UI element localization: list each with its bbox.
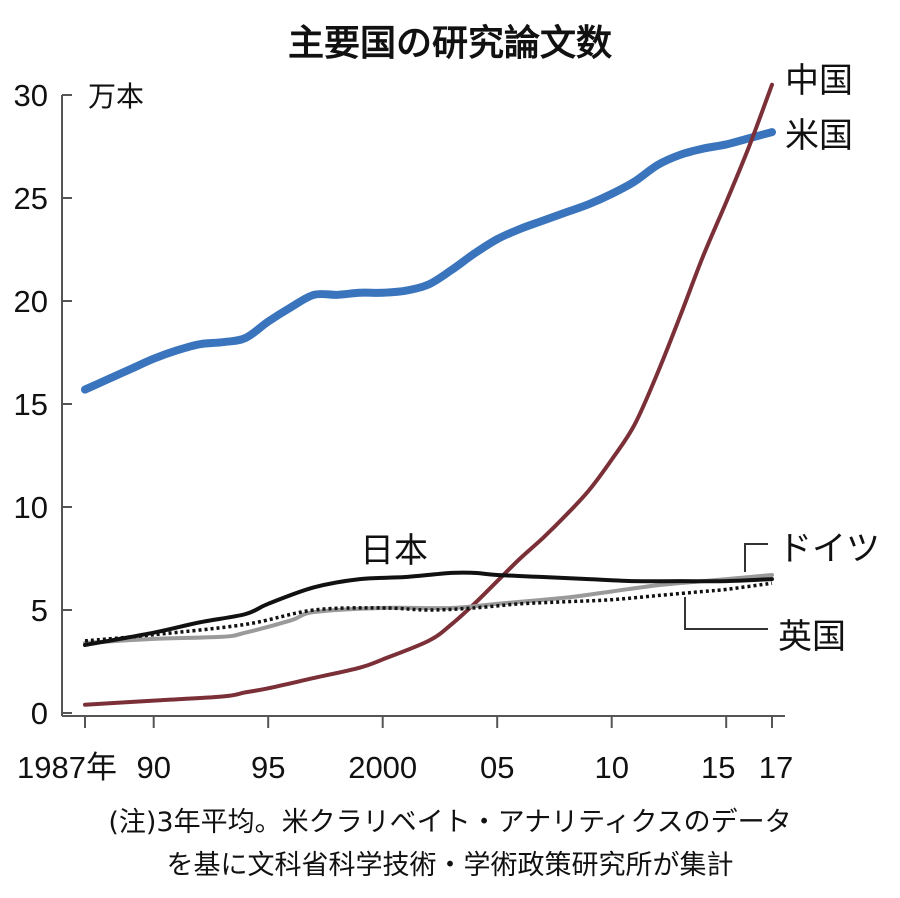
chart-title: 主要国の研究論文数 <box>287 23 612 64</box>
y-tick-label: 25 <box>14 181 48 216</box>
leader-line-uk <box>684 597 768 630</box>
footnote-line-2: を基に文科省科学技術・学術政策研究所が集計 <box>166 850 734 881</box>
y-tick-label: 20 <box>14 284 48 319</box>
x-tick-label: 10 <box>594 750 628 785</box>
x-tick-label: 05 <box>480 750 514 785</box>
series-label-ドイツ: ドイツ <box>778 529 880 569</box>
x-tick-label: 1987年 <box>17 750 117 785</box>
leader-line-germany <box>744 543 768 572</box>
series-label-英国: 英国 <box>778 617 846 657</box>
x-tick-label: 15 <box>701 750 735 785</box>
series-line-中国 <box>83 82 774 707</box>
x-tick-label: 2000 <box>348 750 417 785</box>
series-line-米国 <box>81 128 776 394</box>
y-tick-label: 15 <box>14 387 48 422</box>
series-label-米国: 米国 <box>785 116 853 156</box>
x-tick-label: 95 <box>251 750 285 785</box>
x-tick-label: 90 <box>136 750 170 785</box>
y-tick-label: 30 <box>14 78 48 113</box>
series-line-英国 <box>84 581 773 643</box>
y-tick-label: 0 <box>31 696 48 731</box>
y-tick-label: 5 <box>31 593 48 628</box>
series-line-日本 <box>83 570 774 648</box>
y-axis-unit: 万本 <box>88 80 144 113</box>
y-tick-label: 10 <box>14 490 48 525</box>
series-label-中国: 中国 <box>785 61 853 101</box>
x-tick-label: 17 <box>759 750 793 785</box>
series-label-日本: 日本 <box>360 531 428 571</box>
footnote-line-1: (注)3年平均。米クラリベイト・アナリティクスのデータ <box>108 807 792 838</box>
